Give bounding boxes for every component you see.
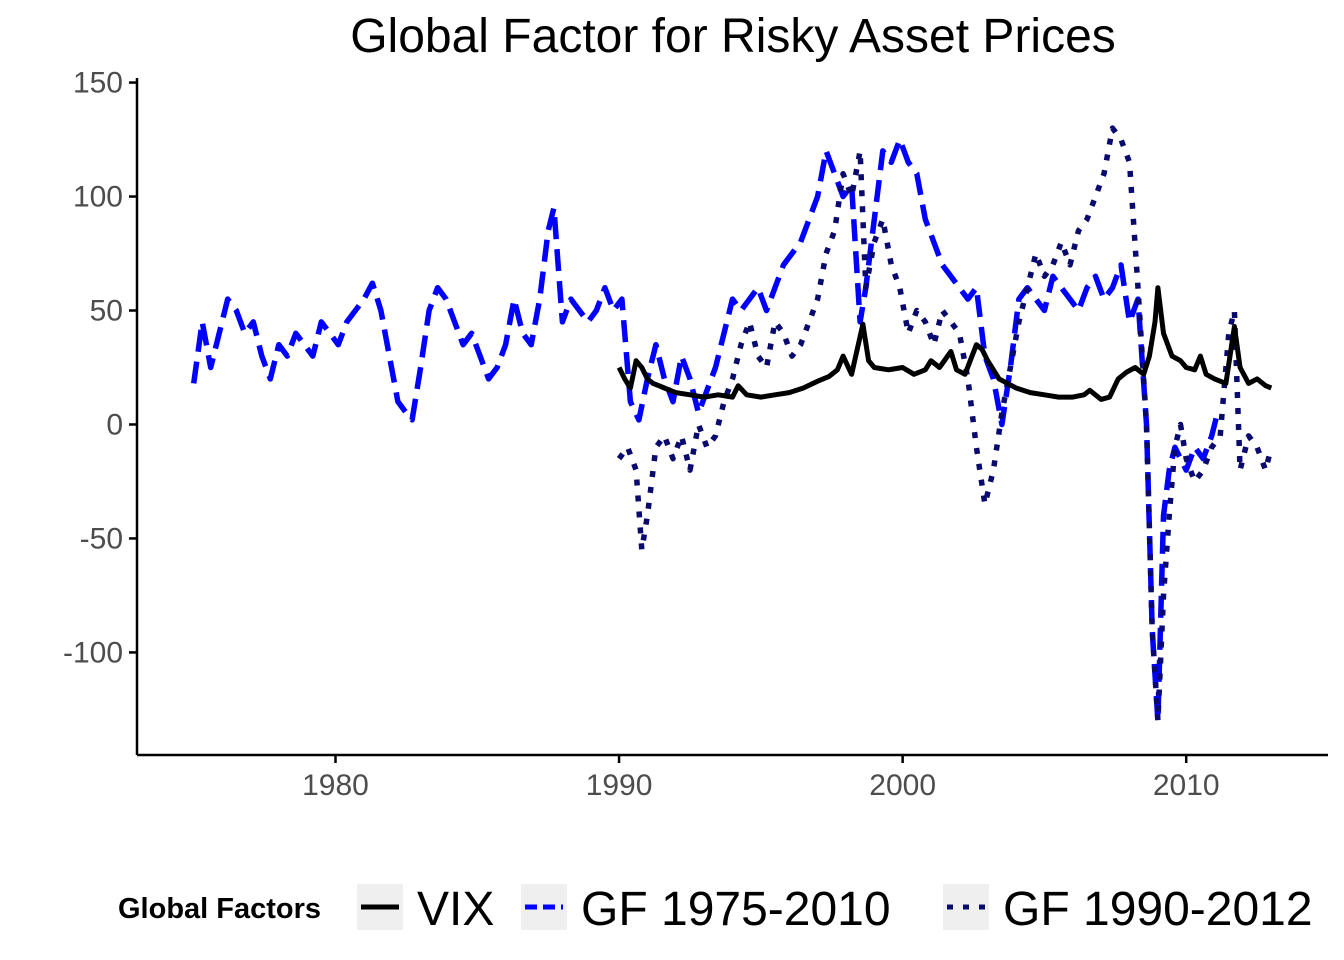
legend-items: VIX GF 1975-2010 GF 1990-2012	[357, 883, 1313, 936]
legend-label-gf-1990-2012: GF 1990-2012	[1003, 883, 1313, 936]
legend-title: Global Factors	[118, 893, 321, 925]
y-tick-label: 0	[106, 408, 123, 441]
legend: Global Factors VIX GF 1975-2010 GF 1990-20…	[118, 883, 1313, 936]
y-tick-label: 50	[90, 295, 123, 328]
x-axis-ticks: 1980 1990 2000 2010	[302, 755, 1220, 802]
y-axis-ticks: 150 100 50 0 -50 -100	[63, 67, 137, 669]
legend-label-vix: VIX	[417, 883, 494, 936]
plot-area: 150 100 50 0 -50 -100 1980 1990 2000 2010	[63, 67, 1328, 802]
series-layer	[190, 125, 1274, 724]
x-tick-label: 2000	[869, 769, 936, 802]
x-tick-label: 1980	[302, 769, 369, 802]
series-line-gf-1975-2010	[190, 136, 1221, 724]
y-tick-label: -50	[80, 522, 123, 555]
chart-title: Global Factor for Risky Asset Prices	[350, 10, 1116, 63]
y-tick-label: 150	[73, 67, 123, 100]
series-line-gf-1990-2012	[616, 125, 1274, 724]
x-tick-label: 2010	[1153, 769, 1220, 802]
y-tick-label: 100	[73, 181, 123, 214]
legend-label-gf-1975-2010: GF 1975-2010	[581, 883, 891, 936]
y-tick-label: -100	[63, 636, 123, 669]
x-tick-label: 1990	[586, 769, 653, 802]
series-line-vix	[616, 285, 1273, 402]
